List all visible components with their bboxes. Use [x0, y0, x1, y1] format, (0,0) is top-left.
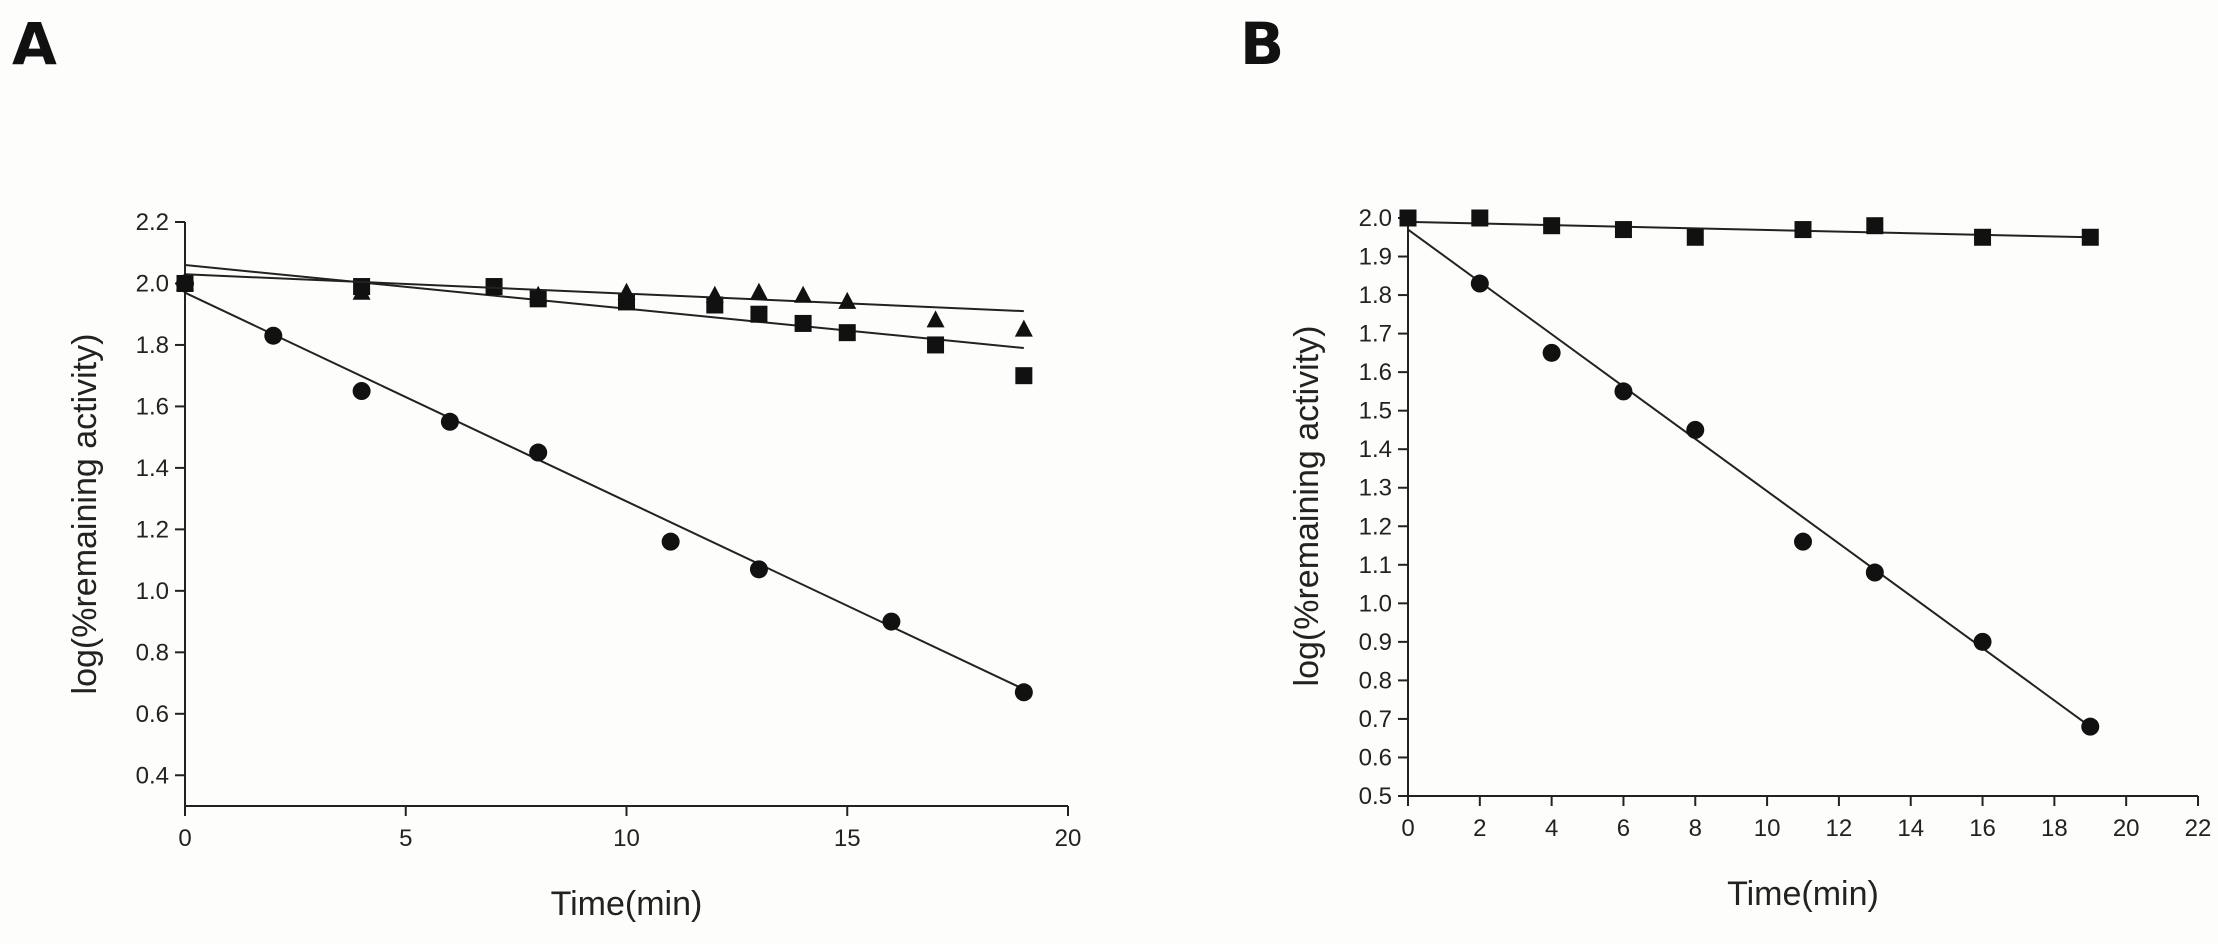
- data-point-square-b: [1614, 221, 1632, 239]
- fit-line-square-a: [184, 264, 1024, 350]
- y-tick-label-b: 0.7: [1359, 706, 1392, 733]
- y-axis-title-b: log(%remaining activity): [1288, 326, 1326, 687]
- data-point-triangle-a: [838, 291, 857, 309]
- x-tick-label-b: 8: [1689, 815, 1702, 842]
- data-point-square-a: [927, 336, 945, 354]
- y-tick-label-a: 1.0: [136, 578, 169, 605]
- data-point-square-b: [1866, 217, 1884, 235]
- x-tick-label-b: 0: [1401, 815, 1414, 842]
- data-point-circle-b: [1542, 343, 1561, 362]
- data-point-square-a: [838, 324, 856, 342]
- x-tick-label-b: 16: [1969, 815, 1996, 842]
- y-tick-label-a: 1.6: [136, 393, 169, 420]
- y-tick-label-b: 1.4: [1359, 436, 1392, 463]
- y-tick-label-b: 1.7: [1359, 321, 1392, 348]
- panel-label-a: A: [12, 10, 57, 78]
- y-tick-label-b: 1.1: [1359, 552, 1392, 579]
- data-point-triangle-a: [617, 282, 636, 300]
- y-tick-label-b: 1.5: [1359, 398, 1392, 425]
- x-tick-label-b: 20: [2113, 815, 2140, 842]
- data-point-circle-b: [1865, 563, 1884, 582]
- data-point-circle-a: [440, 412, 459, 431]
- x-axis-title-b: Time(min): [1727, 875, 1879, 913]
- y-tick-label-b: 0.8: [1359, 667, 1392, 694]
- data-point-circle-a: [882, 612, 901, 631]
- y-tick-label-b: 0.9: [1359, 629, 1392, 656]
- x-tick-label-b: 12: [1826, 815, 1853, 842]
- data-point-square-b: [1794, 221, 1812, 239]
- data-point-triangle-a: [794, 285, 813, 303]
- y-tick-label-a: 0.6: [136, 701, 169, 728]
- data-point-square-b: [1686, 228, 1704, 246]
- data-point-triangle-a: [529, 285, 548, 303]
- fit-line-circle-b: [1407, 228, 2091, 728]
- fit-line-triangle-a: [184, 273, 1024, 313]
- x-axis-title-a: Time(min): [551, 885, 703, 923]
- fit-line-circle-a: [184, 291, 1025, 691]
- y-axis-title-a: log(%remaining activity): [66, 334, 104, 695]
- data-point-triangle-a: [926, 310, 945, 328]
- x-tick-label-a: 0: [178, 825, 191, 852]
- chart-panel-b: 0.5 0.6 0.7 0.8 0.9 1.0 1.1 1.2 1.3 1.4 1.5 1.6 1.7 1…: [1288, 205, 2211, 913]
- y-tick-label-b: 1.0: [1359, 590, 1392, 617]
- data-point-square-a: [750, 305, 768, 323]
- data-point-circle-a: [749, 560, 768, 579]
- x-tick-label-b: 18: [2041, 815, 2068, 842]
- data-point-circle-a: [264, 326, 283, 345]
- y-tick-label-b: 1.8: [1359, 282, 1392, 309]
- y-tick-label-b: 1.3: [1359, 475, 1392, 502]
- y-tick-label-a: 0.4: [136, 762, 169, 789]
- data-point-triangle-a: [176, 273, 194, 291]
- y-tick-label-b: 0.6: [1359, 744, 1392, 771]
- y-tick-label-b: 1.2: [1359, 513, 1392, 540]
- data-point-square-a: [485, 278, 503, 296]
- data-point-circle-a: [352, 382, 371, 401]
- x-tick-label-a: 15: [834, 825, 861, 852]
- data-point-circle-a: [661, 532, 680, 551]
- data-point-triangle-a: [1014, 319, 1033, 337]
- y-tick-label-b: 1.6: [1359, 359, 1392, 386]
- y-tick-label-a: 0.8: [136, 639, 169, 666]
- data-point-square-a: [794, 314, 812, 332]
- data-point-circle-b: [1614, 382, 1633, 401]
- data-point-circle-b: [2081, 717, 2100, 736]
- panel-label-b: B: [1240, 10, 1285, 78]
- data-point-square-b: [2081, 228, 2099, 246]
- y-tick-label-a: 1.4: [136, 455, 169, 482]
- data-point-triangle-a: [749, 282, 768, 300]
- x-tick-label-a: 5: [399, 825, 412, 852]
- chart-panel-a: 0.4 0.6 0.8 1.0 1.2 1.4 1.6 1.8 2.0 2.2 0 5 10 15 20 Ti…: [66, 209, 1081, 923]
- data-point-circle-b: [1470, 274, 1489, 293]
- x-tick-label-b: 2: [1473, 815, 1486, 842]
- data-point-circle-b: [1973, 632, 1992, 651]
- x-tick-label-a: 20: [1055, 825, 1082, 852]
- y-tick-label-a: 2.2: [136, 209, 169, 236]
- data-point-triangle-a: [352, 282, 371, 300]
- data-point-square-a: [1015, 367, 1033, 385]
- y-tick-label-b: 1.9: [1359, 244, 1392, 271]
- data-point-triangle-a: [705, 285, 724, 303]
- x-tick-label-b: 10: [1754, 815, 1781, 842]
- y-tick-label-a: 2.0: [136, 270, 169, 297]
- y-tick-label-a: 1.2: [136, 516, 169, 543]
- data-point-square-b: [1974, 228, 1992, 246]
- data-point-square-b: [1399, 209, 1417, 227]
- y-tick-label-a: 1.8: [136, 332, 169, 359]
- x-tick-label-b: 14: [1897, 815, 1924, 842]
- x-tick-label-a: 10: [613, 825, 640, 852]
- data-point-circle-b: [1686, 420, 1705, 439]
- data-point-square-b: [1543, 217, 1561, 235]
- data-point-circle-a: [529, 443, 548, 462]
- data-point-circle-a: [1014, 683, 1033, 702]
- x-tick-label-b: 22: [2185, 815, 2212, 842]
- y-tick-label-b: 0.5: [1359, 783, 1392, 810]
- x-tick-label-b: 4: [1545, 815, 1558, 842]
- data-point-circle-b: [1794, 532, 1812, 551]
- y-tick-label-b: 2.0: [1359, 205, 1392, 232]
- data-point-square-b: [1471, 209, 1489, 227]
- x-tick-label-b: 6: [1617, 815, 1630, 842]
